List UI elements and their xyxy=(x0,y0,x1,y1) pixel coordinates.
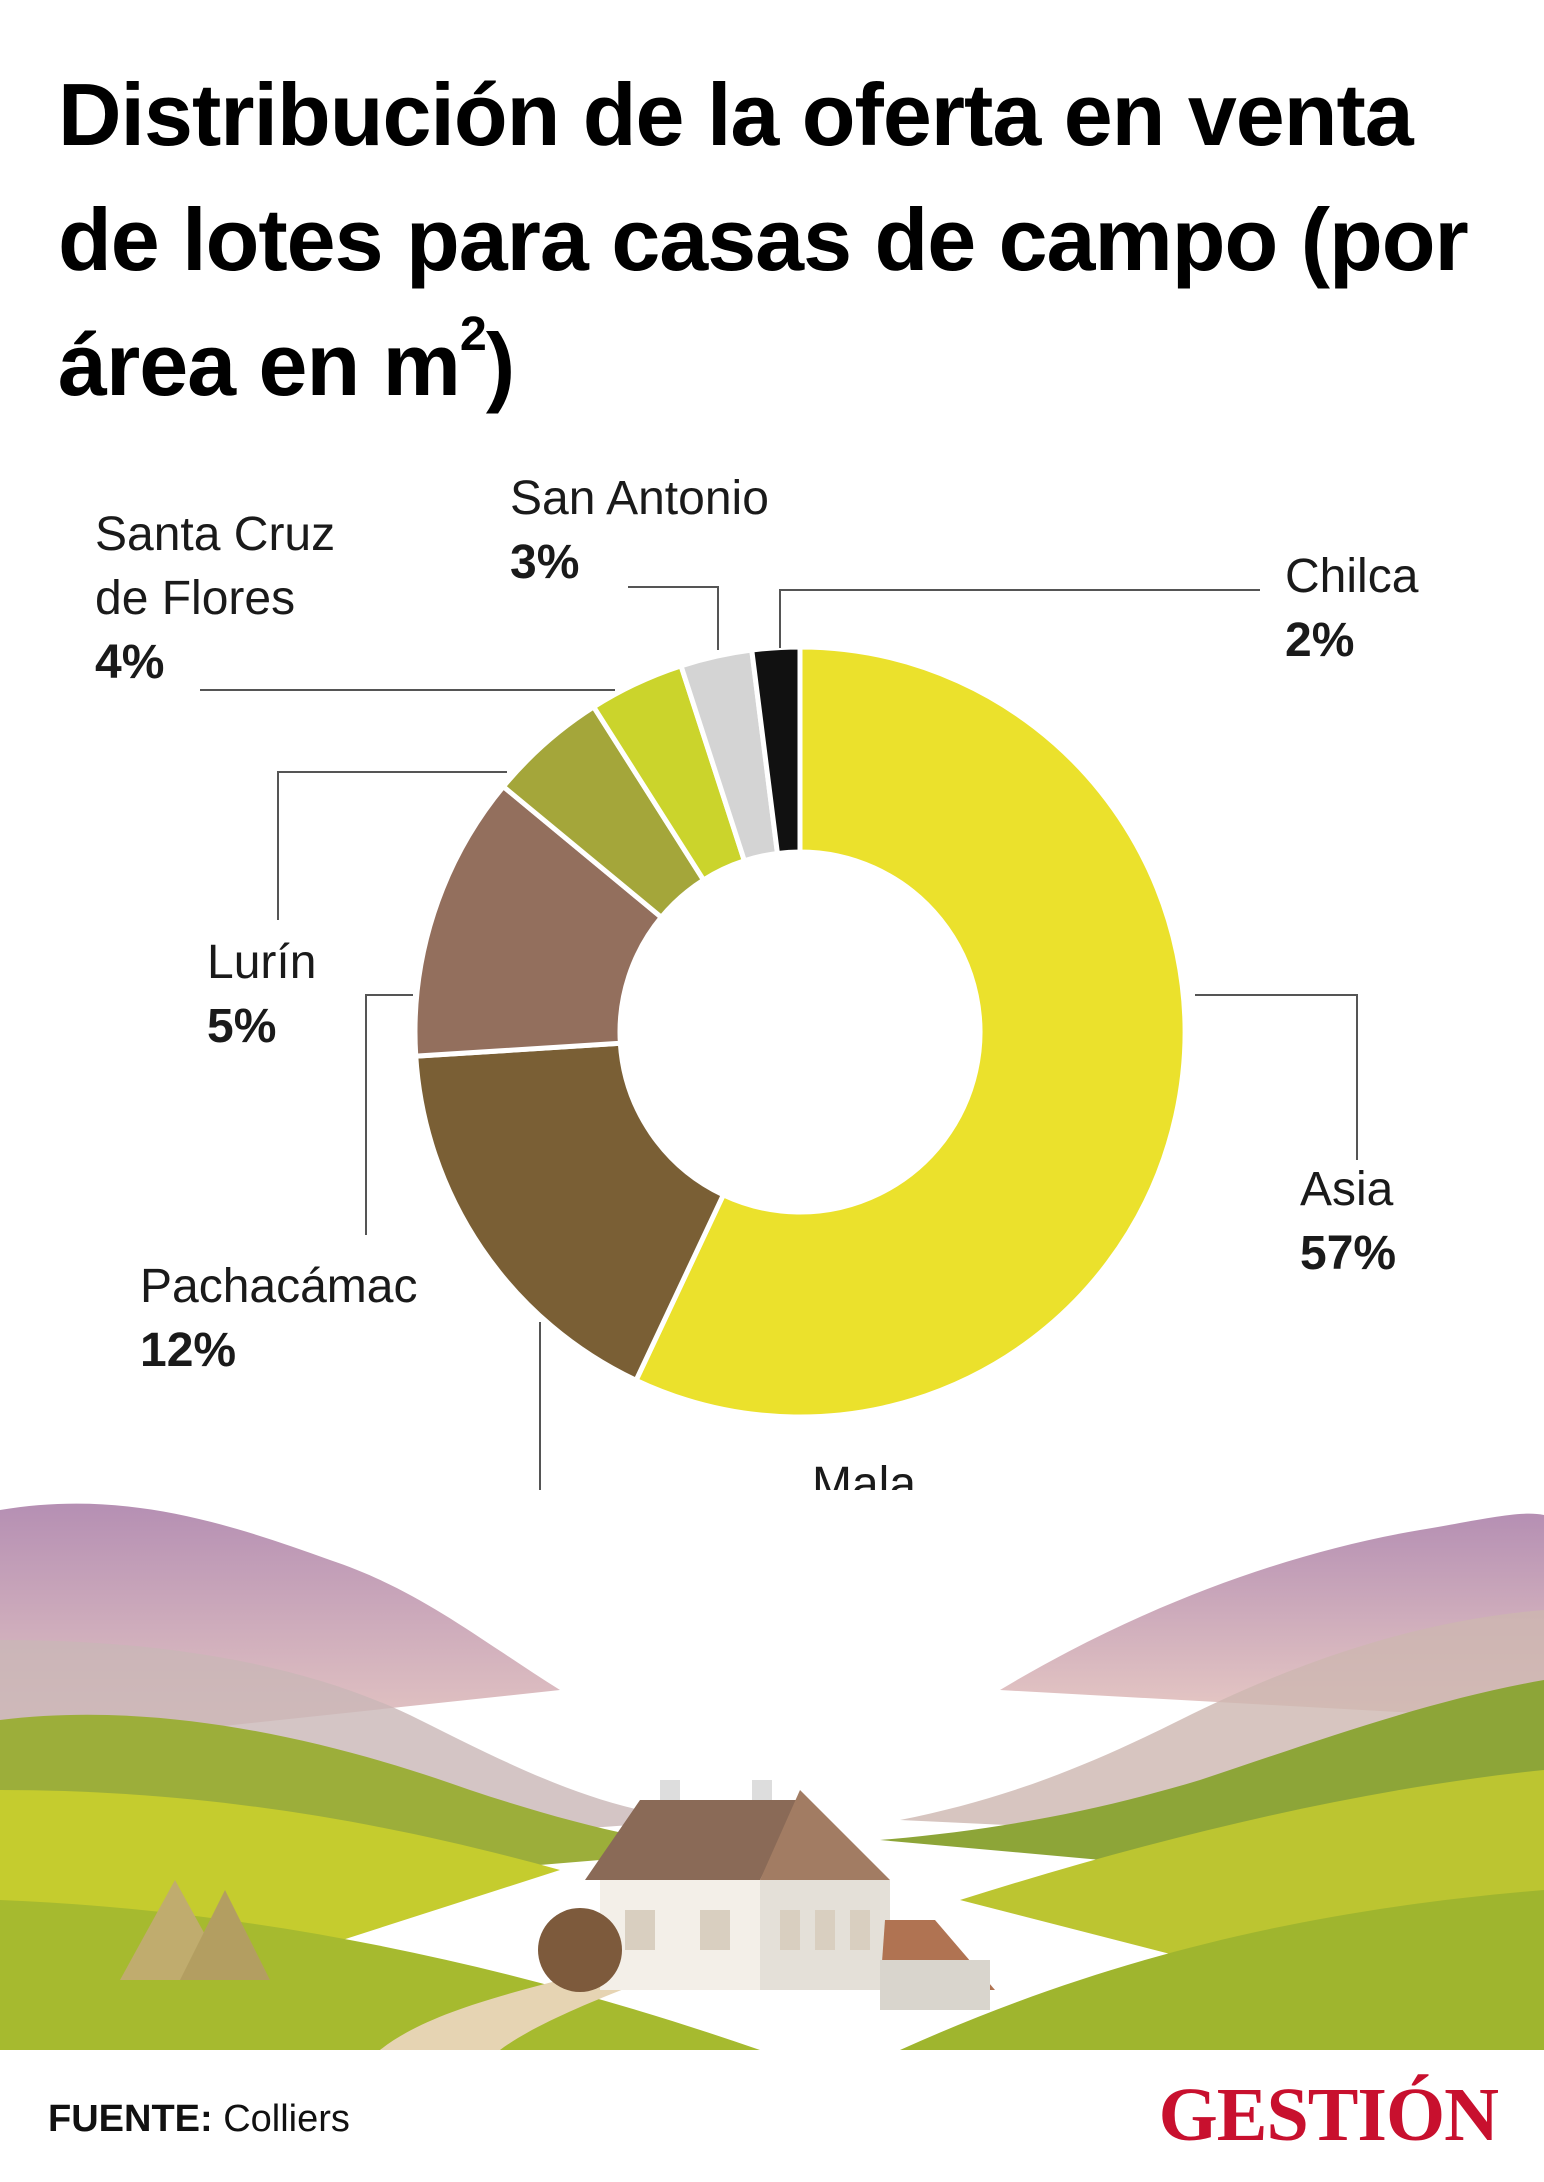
donut-chart: Asia57%Mala17%Pachacámac12%Lurín5%Santa … xyxy=(95,472,1419,1490)
slice-label-4: de Flores xyxy=(95,572,295,625)
slice-label-6: Chilca xyxy=(1285,550,1419,603)
slice-label-5: San Antonio xyxy=(510,472,769,525)
slice-value-0: 57% xyxy=(1300,1227,1396,1280)
slice-label-2: Pachacámac xyxy=(140,1260,417,1313)
leader-line-0 xyxy=(1195,994,1358,1160)
slice-value-5: 3% xyxy=(510,536,579,589)
leader-line-6 xyxy=(779,589,1260,648)
leader-line-1 xyxy=(539,1322,541,1490)
page-title: Distribución de la oferta en venta de lo… xyxy=(58,65,1469,414)
source-footer: FUENTE: Colliers xyxy=(48,2098,350,2141)
slice-label-3: Lurín xyxy=(207,936,316,989)
slice-label-1: Mala xyxy=(812,1458,916,1490)
slice-value-2: 12% xyxy=(140,1324,236,1377)
slice-value-4: 4% xyxy=(95,636,164,689)
slice-6 xyxy=(748,644,803,857)
source-label: FUENTE: xyxy=(48,2098,213,2140)
countryside-illustration xyxy=(0,1503,1544,2050)
leader-line-2 xyxy=(365,994,413,1235)
source-value: Colliers xyxy=(223,2098,350,2140)
slice-0 xyxy=(632,644,1188,1420)
leader-line-3 xyxy=(277,771,507,920)
slice-value-3: 5% xyxy=(207,1000,276,1053)
gestion-logo: GESTIÓN xyxy=(1158,2073,1499,2157)
slice-1 xyxy=(413,1040,727,1384)
slice-value-6: 2% xyxy=(1285,614,1354,667)
slice-2 xyxy=(412,783,665,1059)
leader-line-5 xyxy=(628,586,719,650)
slice-label-0: Asia xyxy=(1300,1163,1394,1216)
slice-label-4: Santa Cruz xyxy=(95,508,335,561)
